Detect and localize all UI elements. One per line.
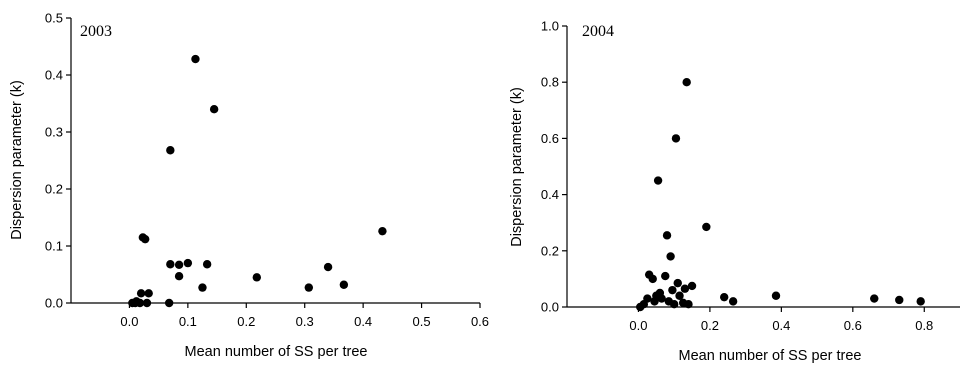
data-point [661, 271, 670, 281]
data-point [144, 289, 153, 298]
data-point [666, 252, 675, 261]
data-point [728, 297, 738, 306]
data-point [166, 260, 175, 269]
data-point [771, 291, 781, 300]
data-point [671, 134, 681, 143]
y-tick-label: 0.2 [541, 243, 559, 258]
y-axis-title: Dispersion parameter (k) [509, 87, 525, 247]
axis-ticks: 0.0 0.2 0.4 0.6 0.8 1.0 0.0 0.2 0.4 0.6 0.8 [541, 19, 933, 334]
x-tick-label: 0.0 [120, 314, 138, 329]
data-point [202, 260, 212, 269]
data-point [662, 231, 672, 240]
data-point [657, 294, 666, 303]
x-tick-label: 0.4 [772, 318, 790, 333]
y-tick-label: 0.0 [45, 296, 63, 311]
x-tick-label: 0.6 [844, 318, 862, 333]
data-point [653, 176, 663, 185]
x-axis-title: Mean number of SS per tree [679, 348, 862, 363]
panel-label: 2003 [80, 23, 112, 40]
data-points [128, 54, 387, 308]
y-tick-label: 0.6 [541, 131, 559, 146]
data-point [174, 260, 184, 270]
axis-ticks: 0.0 0.1 0.2 0.3 0.4 0.5 0.0 0.1 0.2 0.3 0.4 0.5 0.6 [45, 11, 489, 330]
x-tick-label: 0.5 [413, 314, 431, 329]
data-point [252, 273, 262, 282]
data-point [680, 284, 690, 293]
y-tick-label: 0.2 [45, 182, 63, 197]
data-point [675, 291, 684, 300]
data-point [136, 289, 146, 298]
data-point [164, 298, 174, 308]
data-point [669, 299, 679, 309]
x-tick-label: 0.4 [354, 314, 372, 329]
y-tick-label: 0.1 [45, 239, 63, 254]
y-tick-label: 0.4 [45, 68, 63, 83]
data-point [720, 292, 729, 302]
x-tick-label: 0.2 [701, 318, 719, 333]
data-point [339, 280, 349, 289]
data-point [191, 54, 200, 64]
data-point [916, 297, 925, 306]
data-point [895, 295, 904, 305]
x-tick-label: 0.8 [915, 318, 933, 333]
y-tick-label: 0.4 [541, 187, 559, 202]
data-point [648, 274, 657, 284]
data-point [209, 105, 219, 114]
y-axis-title: Dispersion parameter (k) [9, 80, 25, 240]
data-point [135, 298, 145, 308]
y-tick-label: 0.5 [45, 11, 63, 26]
y-tick-label: 0.8 [541, 75, 559, 90]
data-point [141, 234, 150, 244]
data-points [636, 78, 925, 312]
data-point [378, 226, 387, 236]
data-point [682, 78, 691, 87]
y-tick-label: 0.3 [45, 125, 63, 140]
data-point [668, 285, 677, 295]
data-point [183, 258, 193, 268]
panel-label: 2004 [582, 23, 614, 40]
x-axis-title: Mean number of SS per tree [185, 344, 368, 360]
data-point [198, 283, 207, 292]
x-tick-label: 0.2 [237, 314, 255, 329]
data-point [687, 281, 697, 291]
data-point [166, 146, 175, 155]
x-tick-label: 0.0 [629, 318, 647, 333]
data-point [673, 278, 682, 288]
data-point [142, 298, 152, 308]
x-tick-label: 0.3 [296, 314, 314, 329]
data-point [323, 262, 333, 272]
data-point [684, 299, 693, 309]
data-point [174, 272, 184, 281]
data-point [643, 294, 652, 303]
data-point [304, 283, 314, 292]
x-tick-label: 0.1 [179, 314, 197, 329]
data-point [702, 222, 711, 232]
y-tick-label: 1.0 [541, 19, 559, 34]
y-tick-label: 0.0 [541, 300, 559, 315]
data-point [870, 294, 879, 303]
chart-2003: 2003 Mean number of SS per tree Dispersi… [9, 11, 489, 361]
chart-2004: 2004 Mean number of SS per tree Dispersi… [509, 19, 960, 364]
x-tick-label: 0.6 [471, 314, 489, 329]
